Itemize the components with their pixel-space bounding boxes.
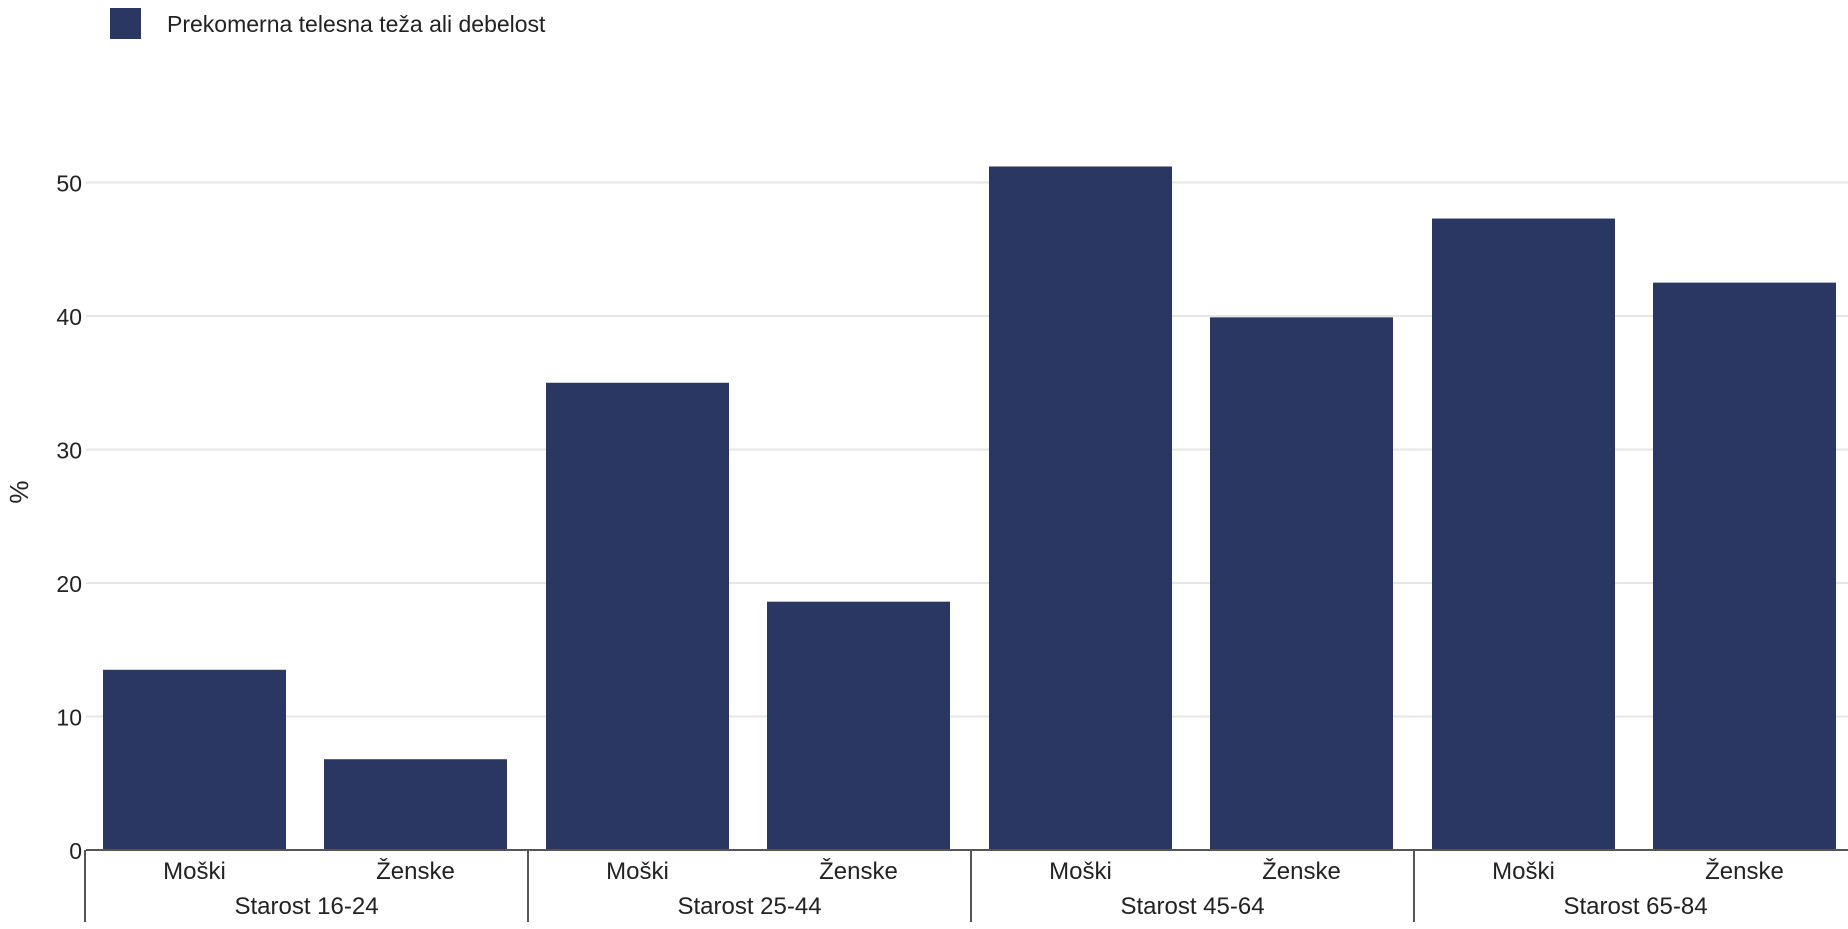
y-axis: 0 10 20 30 40 50 <box>56 171 82 865</box>
group-label: Starost 16-24 <box>234 893 378 920</box>
bar <box>103 669 286 850</box>
x-tick-label: Ženske <box>1705 858 1784 885</box>
y-tick-label: 20 <box>56 571 82 597</box>
y-tick-label: 10 <box>56 705 82 731</box>
bar <box>767 601 950 850</box>
x-tick-label: Moški <box>606 858 669 885</box>
bars <box>103 166 1836 851</box>
legend-label: Prekomerna telesna teža ali debelost <box>167 11 546 37</box>
x-tick-label: Moški <box>1492 858 1555 885</box>
y-axis-label: % <box>4 480 34 503</box>
bar <box>1432 218 1615 851</box>
bar <box>546 382 729 850</box>
x-tick-label: Moški <box>163 858 226 885</box>
y-tick-label: 30 <box>56 438 82 464</box>
bar <box>1653 282 1836 850</box>
y-tick-label: 50 <box>56 171 82 197</box>
x-tick-label: Ženske <box>1262 858 1341 885</box>
bar <box>1210 317 1393 851</box>
group-label: Starost 45-64 <box>1120 893 1264 920</box>
legend[interactable]: Prekomerna telesna teža ali debelost <box>110 8 546 39</box>
x-tick-label: Moški <box>1049 858 1112 885</box>
y-tick-label: 0 <box>69 838 82 864</box>
x-axis: Moški Ženske Starost 16-24 Moški Ženske Staro… <box>84 849 1848 922</box>
y-tick-label: 40 <box>56 304 82 330</box>
legend-swatch <box>110 8 141 39</box>
bar <box>324 759 507 850</box>
bar <box>989 166 1172 851</box>
x-tick-label: Ženske <box>819 858 898 885</box>
group-label: Starost 65-84 <box>1563 893 1707 920</box>
x-tick-label: Ženske <box>376 858 455 885</box>
group-label: Starost 25-44 <box>677 893 821 920</box>
